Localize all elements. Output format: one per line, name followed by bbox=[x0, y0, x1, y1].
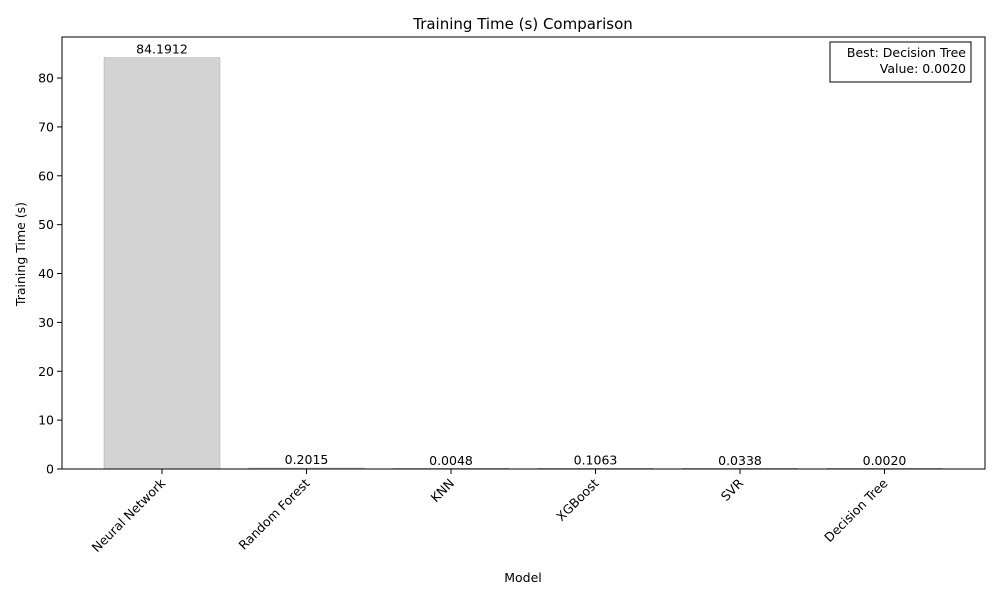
x-tick-label: XGBoost bbox=[553, 475, 602, 524]
y-tick-label: 40 bbox=[38, 266, 54, 281]
x-tick-label: SVR bbox=[718, 475, 747, 504]
y-tick-label: 60 bbox=[38, 168, 54, 183]
x-tick-label: Decision Tree bbox=[821, 475, 891, 545]
x-tick-label: KNN bbox=[427, 476, 457, 506]
bar-value-label: 0.2015 bbox=[285, 452, 329, 467]
data-labels-group: 84.1912 0.2015 0.0048 0.1063 0.0338 0.0020 bbox=[136, 42, 906, 468]
y-tick-label: 30 bbox=[38, 315, 54, 330]
y-tick-label: 20 bbox=[38, 364, 54, 379]
x-axis: Neural Network Random Forest KNN XGBoost SVR… bbox=[89, 469, 891, 555]
x-tick-label: Random Forest bbox=[235, 475, 312, 552]
x-tick-label: Neural Network bbox=[89, 475, 169, 555]
y-tick-label: 50 bbox=[38, 217, 54, 232]
y-tick-label: 70 bbox=[38, 119, 54, 134]
best-model-annotation: Best: Decision Tree Value: 0.0020 bbox=[829, 41, 972, 83]
annotation-line-best: Best: Decision Tree bbox=[847, 45, 966, 60]
bars-group bbox=[103, 57, 943, 470]
bar-value-label: 0.0048 bbox=[429, 453, 473, 468]
plot-frame bbox=[61, 36, 986, 470]
y-axis: 0 10 20 30 40 50 60 70 80 bbox=[38, 71, 62, 477]
x-axis-label: Model bbox=[504, 570, 542, 585]
bar bbox=[103, 57, 221, 470]
bar-value-label: 0.0338 bbox=[718, 453, 762, 468]
bar-value-label: 0.0020 bbox=[863, 453, 907, 468]
bar-value-label: 84.1912 bbox=[136, 42, 188, 57]
annotation-line-value: Value: 0.0020 bbox=[880, 61, 966, 76]
y-axis-label: Training Time (s) bbox=[13, 202, 28, 307]
y-tick-label: 80 bbox=[38, 71, 54, 86]
bar-value-label: 0.1063 bbox=[574, 452, 618, 467]
y-tick-label: 0 bbox=[46, 462, 54, 477]
chart-title: Training Time (s) Comparison bbox=[412, 15, 633, 33]
y-tick-label: 10 bbox=[38, 413, 54, 428]
annotation-frame bbox=[829, 41, 972, 83]
